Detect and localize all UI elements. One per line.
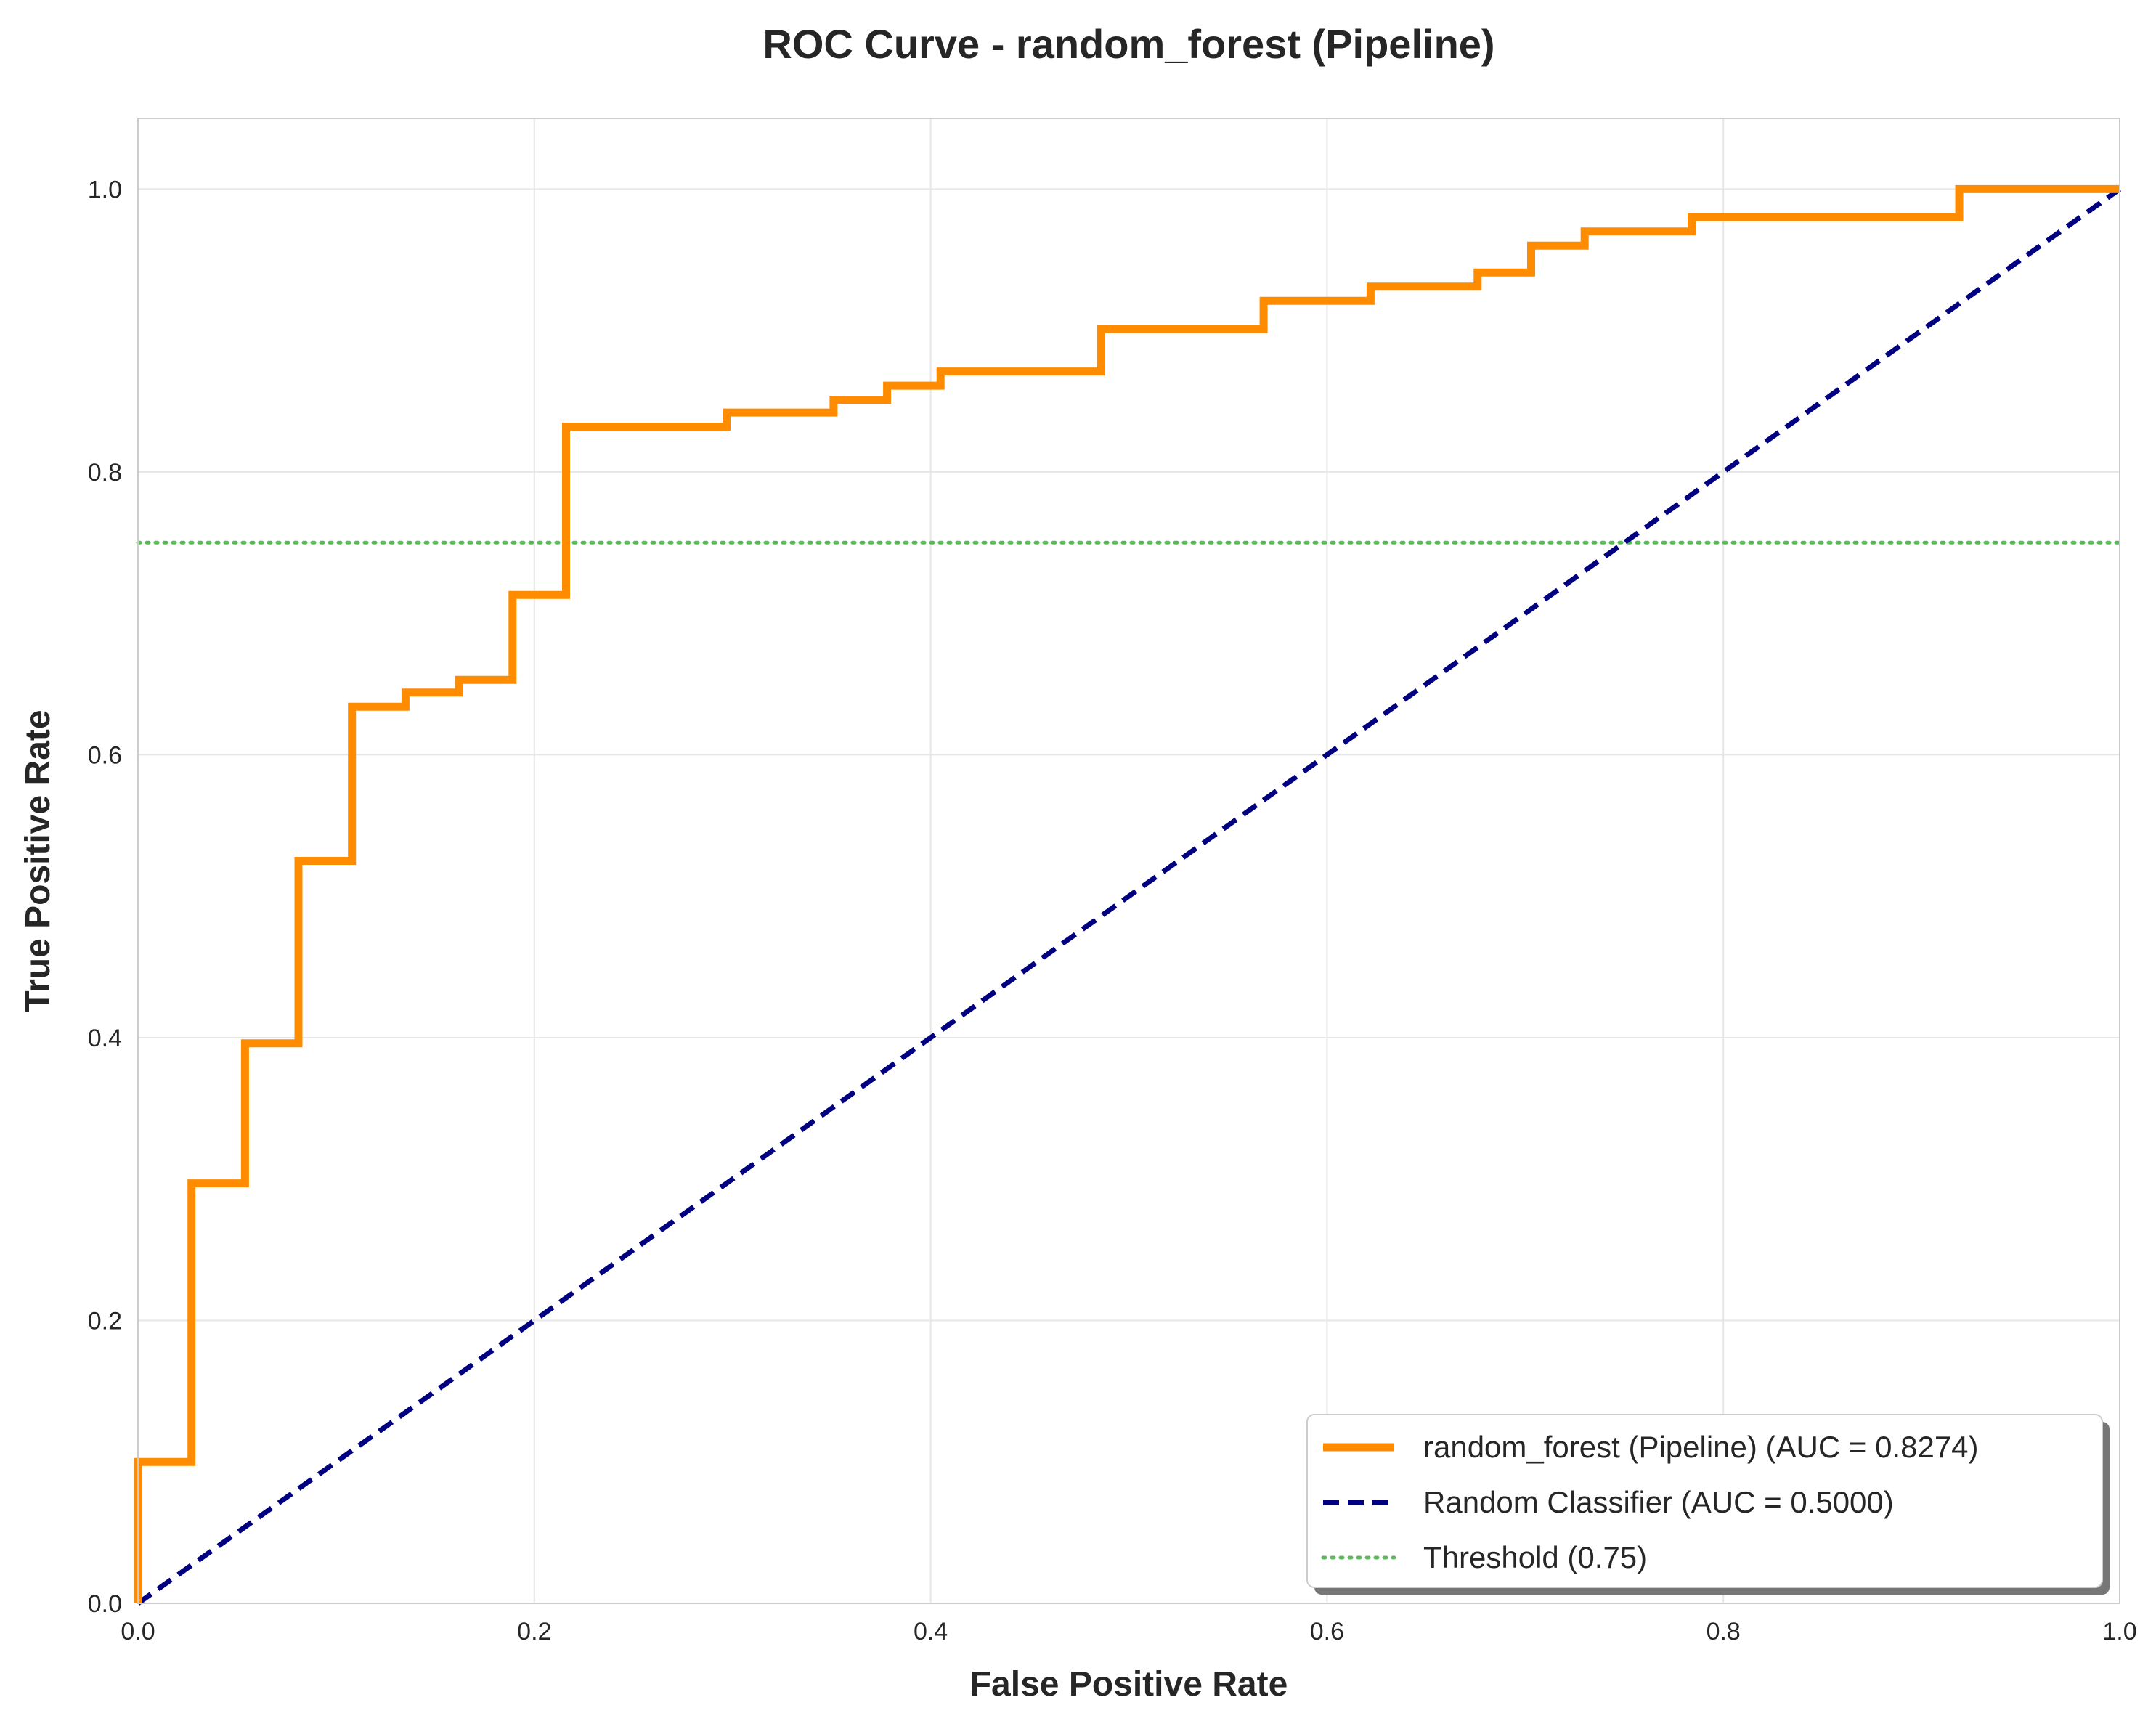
y-axis-label: True Positive Rate xyxy=(19,709,57,1012)
series-random-classifier-line xyxy=(136,187,2122,1606)
y-tick-label: 0.0 xyxy=(88,1590,122,1618)
x-axis-label: False Positive Rate xyxy=(970,1665,1288,1704)
grid xyxy=(137,118,2120,1604)
legend-label: random_forest (Pipeline) (AUC = 0.8274) xyxy=(1423,1430,1979,1464)
series-layer xyxy=(134,184,2122,1606)
x-tick-label: 1.0 xyxy=(2102,1618,2136,1645)
y-tick-label: 0.4 xyxy=(88,1025,122,1052)
x-tick-label: 0.0 xyxy=(121,1618,155,1645)
chart-title: ROC Curve - random_forest (Pipeline) xyxy=(762,21,1494,67)
series-roc-curve xyxy=(134,184,2120,1603)
x-tick-label: 0.2 xyxy=(517,1618,551,1645)
legend-label: Threshold (0.75) xyxy=(1423,1540,1647,1574)
legend: random_forest (Pipeline) (AUC = 0.8274) R… xyxy=(1306,1414,2110,1595)
x-tick-label: 0.4 xyxy=(914,1618,948,1645)
y-tick-label: 0.6 xyxy=(88,741,122,769)
y-tick-label: 1.0 xyxy=(88,176,122,203)
plot-frame xyxy=(137,118,2120,1604)
x-tick-label: 0.8 xyxy=(1707,1618,1741,1645)
legend-box xyxy=(1306,1414,2103,1588)
x-tick-label: 0.6 xyxy=(1310,1618,1344,1645)
y-tick-label: 0.2 xyxy=(88,1307,122,1335)
y-tick-label: 0.8 xyxy=(88,459,122,487)
tick-labels: 0.0 0.2 0.4 0.6 0.8 1.0 0.0 0.2 0.4 0.6 0.8 1.0 xyxy=(88,176,2137,1645)
legend-label: Random Classifier (AUC = 0.5000) xyxy=(1423,1485,1894,1519)
